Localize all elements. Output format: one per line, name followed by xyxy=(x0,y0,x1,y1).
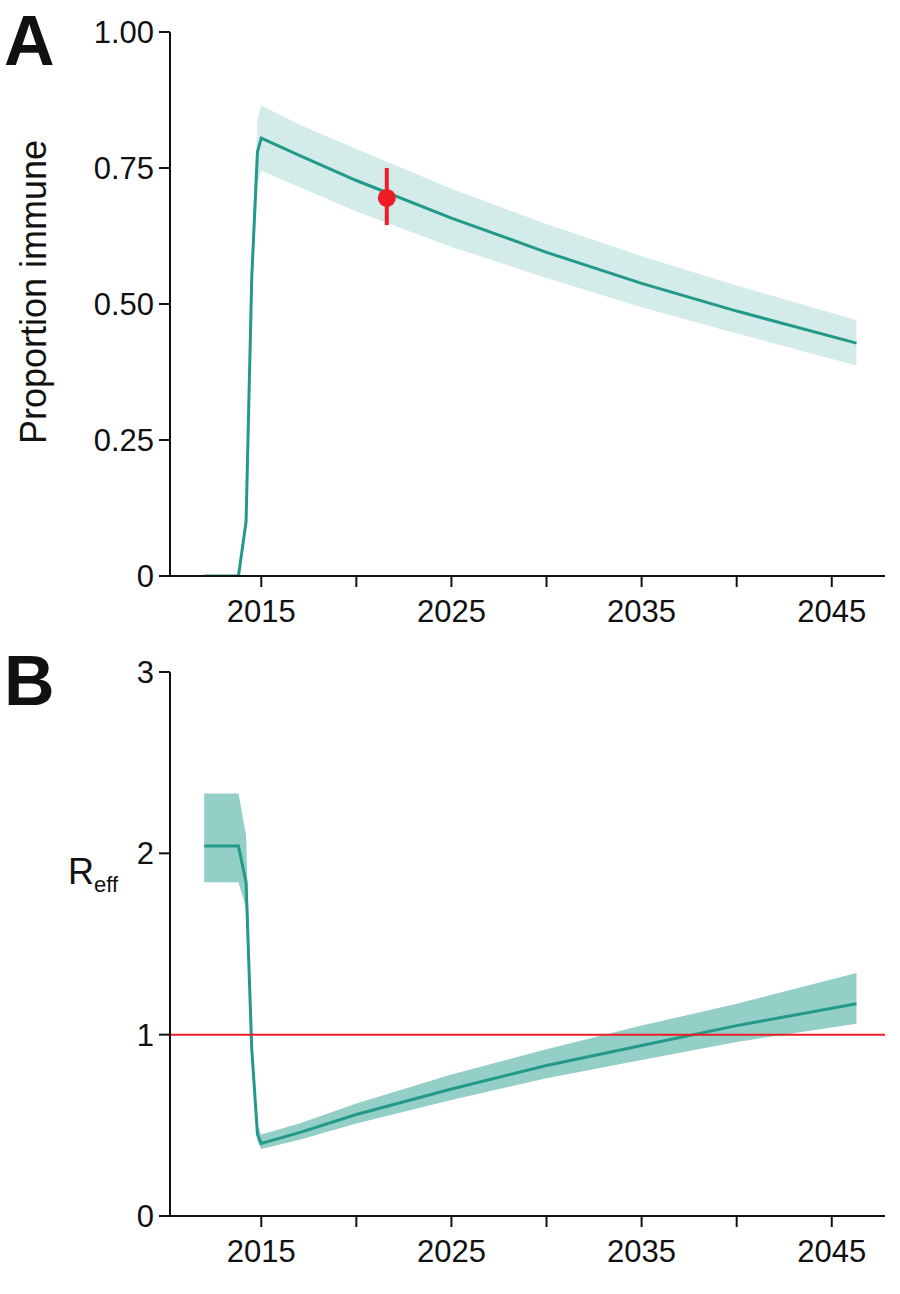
x-minor-tick xyxy=(736,576,738,587)
x-tick xyxy=(831,576,833,587)
confidence-band xyxy=(204,793,856,1148)
y-tick-label: 1.00 xyxy=(94,15,154,50)
x-tick xyxy=(450,1216,452,1227)
x-axis-line xyxy=(169,575,885,577)
y-axis-line xyxy=(169,672,171,1216)
x-axis-line xyxy=(169,1215,885,1217)
x-tick xyxy=(641,1216,643,1227)
y-tick xyxy=(159,167,170,169)
x-tick-label: 2015 xyxy=(227,594,296,629)
axes: 0 1 2 3 2015 2025 2035 2045 xyxy=(137,655,885,1269)
y-tick-label: 0 xyxy=(137,1199,154,1234)
y-tick-label: 2 xyxy=(137,836,154,871)
reference-line xyxy=(170,1034,885,1036)
y-tick-label: 0.75 xyxy=(94,151,154,186)
x-tick xyxy=(641,576,643,587)
x-tick xyxy=(260,576,262,587)
panel-label: B xyxy=(4,642,55,720)
y-axis-label: Proportion immune xyxy=(13,140,54,444)
series-line xyxy=(204,138,856,576)
y-tick xyxy=(159,1215,170,1217)
y-axis-label-subscript: eff xyxy=(94,872,119,897)
y-tick xyxy=(159,852,170,854)
series-line xyxy=(204,846,856,1143)
y-tick xyxy=(159,1034,170,1036)
x-tick xyxy=(260,1216,262,1227)
x-tick-label: 2035 xyxy=(607,1234,676,1269)
y-axis-label: Reff xyxy=(68,851,119,897)
y-tick-label: 1 xyxy=(137,1018,154,1053)
y-tick xyxy=(159,303,170,305)
y-tick-label: 0.50 xyxy=(94,287,154,322)
x-tick xyxy=(450,576,452,587)
x-tick-label: 2015 xyxy=(227,1234,296,1269)
plot-area xyxy=(204,105,856,576)
x-tick-label: 2045 xyxy=(797,1234,866,1269)
x-tick-label: 2025 xyxy=(417,594,486,629)
x-minor-tick xyxy=(546,1216,548,1227)
axes: 0 0.25 0.50 0.75 1.00 2015 2025 2035 2045 xyxy=(94,15,885,629)
y-tick xyxy=(159,31,170,33)
x-minor-tick xyxy=(355,1216,357,1227)
figure: A Proportion immune 0 0.25 0.50 0.75 1.00 2015 2… xyxy=(0,0,900,1294)
y-tick xyxy=(159,671,170,673)
x-tick-label: 2035 xyxy=(607,594,676,629)
panel-label: A xyxy=(4,2,55,80)
x-minor-tick xyxy=(546,576,548,587)
y-tick-label: 0 xyxy=(137,559,154,594)
data-point xyxy=(378,189,396,207)
x-tick-label: 2025 xyxy=(417,1234,486,1269)
x-minor-tick xyxy=(355,576,357,587)
x-tick xyxy=(831,1216,833,1227)
y-tick xyxy=(159,439,170,441)
confidence-band xyxy=(204,105,856,576)
panel: B Reff 0 1 2 3 2015 2025 2035 2045 xyxy=(4,642,885,1269)
panel: A Proportion immune 0 0.25 0.50 0.75 1.00 2015 2… xyxy=(4,2,885,629)
x-minor-tick xyxy=(736,1216,738,1227)
y-tick xyxy=(159,575,170,577)
y-tick-label: 3 xyxy=(137,655,154,690)
x-tick-label: 2045 xyxy=(797,594,866,629)
y-tick-label: 0.25 xyxy=(94,423,154,458)
plot-area xyxy=(170,793,885,1148)
